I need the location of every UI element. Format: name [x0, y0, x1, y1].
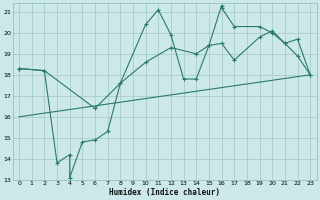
X-axis label: Humidex (Indice chaleur): Humidex (Indice chaleur): [109, 188, 220, 197]
